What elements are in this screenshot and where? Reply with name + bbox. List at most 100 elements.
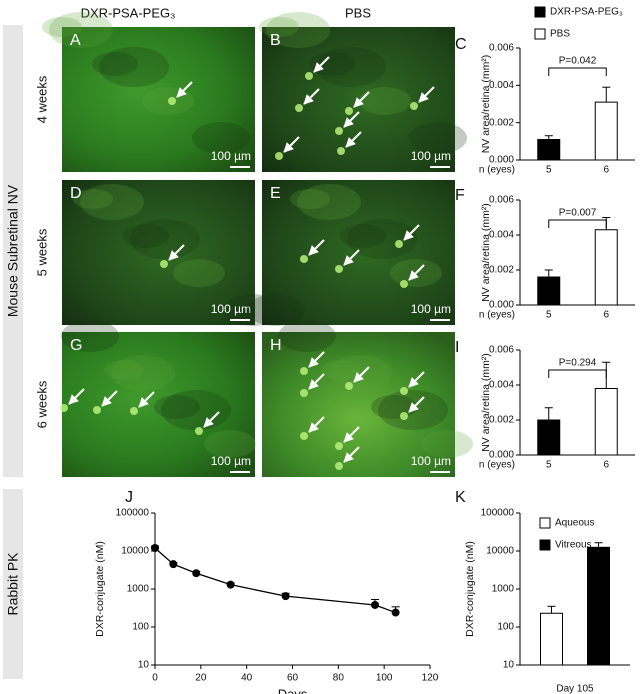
point: [281, 592, 290, 601]
x-tick-label: 6: [603, 310, 609, 321]
arrow: [138, 391, 155, 408]
tissue-shade: [347, 219, 417, 259]
y-tick-label: 0.002: [489, 265, 514, 276]
y-tick-label: 100000: [481, 508, 515, 519]
x-tick-label: 120: [422, 673, 439, 684]
tissue-shade: [328, 355, 392, 391]
lesion: [335, 462, 343, 470]
tissue-shade: [99, 47, 169, 87]
x-tick-label: 5: [546, 310, 552, 321]
y-tick-label: 100: [497, 622, 514, 633]
y-tick-label: 10: [503, 660, 515, 671]
panel-letter: D: [70, 185, 82, 202]
arrow: [308, 416, 325, 433]
bar: [594, 388, 618, 456]
x-tick-label: 60: [287, 673, 299, 684]
tissue-shade: [123, 224, 169, 248]
tissue-shade: [92, 52, 138, 76]
panel-letter: K: [455, 489, 466, 506]
y-axis-label: DXR-conjugate (nM): [464, 541, 476, 637]
lesion: [395, 240, 403, 248]
tissue-shade: [61, 320, 119, 352]
arrow: [418, 86, 435, 103]
p-value: P=0.294: [559, 358, 597, 369]
lesion: [335, 265, 343, 273]
tissue-shade: [359, 87, 411, 115]
panel-letter: J: [125, 489, 133, 506]
x-tick-label: 5: [546, 165, 552, 176]
point: [226, 580, 235, 589]
y-tick-label: 100: [132, 622, 149, 633]
arrow: [308, 373, 325, 390]
arrow: [343, 249, 360, 266]
arrow: [403, 224, 420, 241]
y-axis-label: NV area/retina (mm²): [480, 353, 492, 452]
legend-label: Aqueous: [555, 518, 594, 529]
bar: [540, 612, 563, 666]
lesion: [275, 152, 283, 160]
point: [192, 569, 201, 578]
row-label: 6 weeks: [34, 380, 49, 428]
column-header: PBS: [345, 5, 371, 20]
y-tick-label: 1000: [492, 584, 515, 595]
arrow: [283, 136, 300, 153]
lesion: [300, 255, 308, 263]
significance-bracket: [548, 369, 607, 378]
x-tick-label: 5: [546, 460, 552, 471]
y-tick-label: 0.006: [489, 43, 514, 54]
lesion: [400, 387, 408, 395]
lesion: [345, 382, 353, 390]
lesion: [60, 404, 68, 412]
tissue-shade: [111, 355, 175, 391]
tissue-shade: [266, 12, 330, 48]
line: [154, 547, 396, 614]
panel-letter: G: [70, 337, 82, 354]
x-tick-label: 6: [603, 460, 609, 471]
micrograph: [62, 27, 255, 172]
panel-letter: I: [455, 339, 459, 356]
x-axis-label: n (eyes): [479, 310, 515, 321]
significance-bracket: [548, 67, 607, 76]
tissue-shade: [297, 184, 361, 220]
point: [169, 560, 178, 569]
column-header: DXR-PSA-PEG₃: [81, 5, 176, 20]
p-value: P=0.042: [559, 56, 597, 67]
y-tick-label: 0.004: [489, 230, 514, 241]
lesion: [305, 72, 313, 80]
micrograph: [262, 332, 455, 477]
micrograph: [262, 180, 455, 325]
tissue-shade: [321, 360, 361, 380]
tissue-shade: [259, 17, 299, 37]
x-tick-label: 20: [195, 673, 207, 684]
tissue-shade: [290, 189, 330, 209]
y-tick-label: 0.000: [489, 300, 514, 311]
legend-swatch: [539, 517, 551, 529]
lesion: [300, 389, 308, 397]
tissue-shade: [278, 320, 336, 352]
x-tick-label: 80: [333, 673, 345, 684]
bar: [587, 546, 610, 666]
panel-letter: A: [70, 32, 81, 49]
arrow: [308, 351, 325, 368]
bar: [594, 229, 618, 306]
y-axis-label: NV area/retina (mm²): [480, 55, 492, 154]
lesion: [400, 412, 408, 420]
scale-bar-label: 100 µm: [211, 149, 251, 163]
lesion: [410, 102, 418, 110]
lesion: [300, 367, 308, 375]
lesion: [335, 127, 343, 135]
lesion: [93, 406, 101, 414]
bar: [594, 101, 618, 161]
y-tick-label: 100000: [116, 508, 150, 519]
tissue-shade: [73, 189, 113, 209]
tissue-shade: [378, 390, 448, 430]
arrow: [303, 88, 320, 105]
y-tick-label: 1000: [127, 584, 150, 595]
x-axis-label: n (eyes): [479, 460, 515, 471]
lesion: [400, 280, 408, 288]
p-value: P=0.007: [559, 208, 597, 219]
y-axis-label: DXR-conjugate (nM): [94, 541, 106, 637]
tissue-shade: [161, 390, 231, 430]
point: [371, 600, 379, 609]
